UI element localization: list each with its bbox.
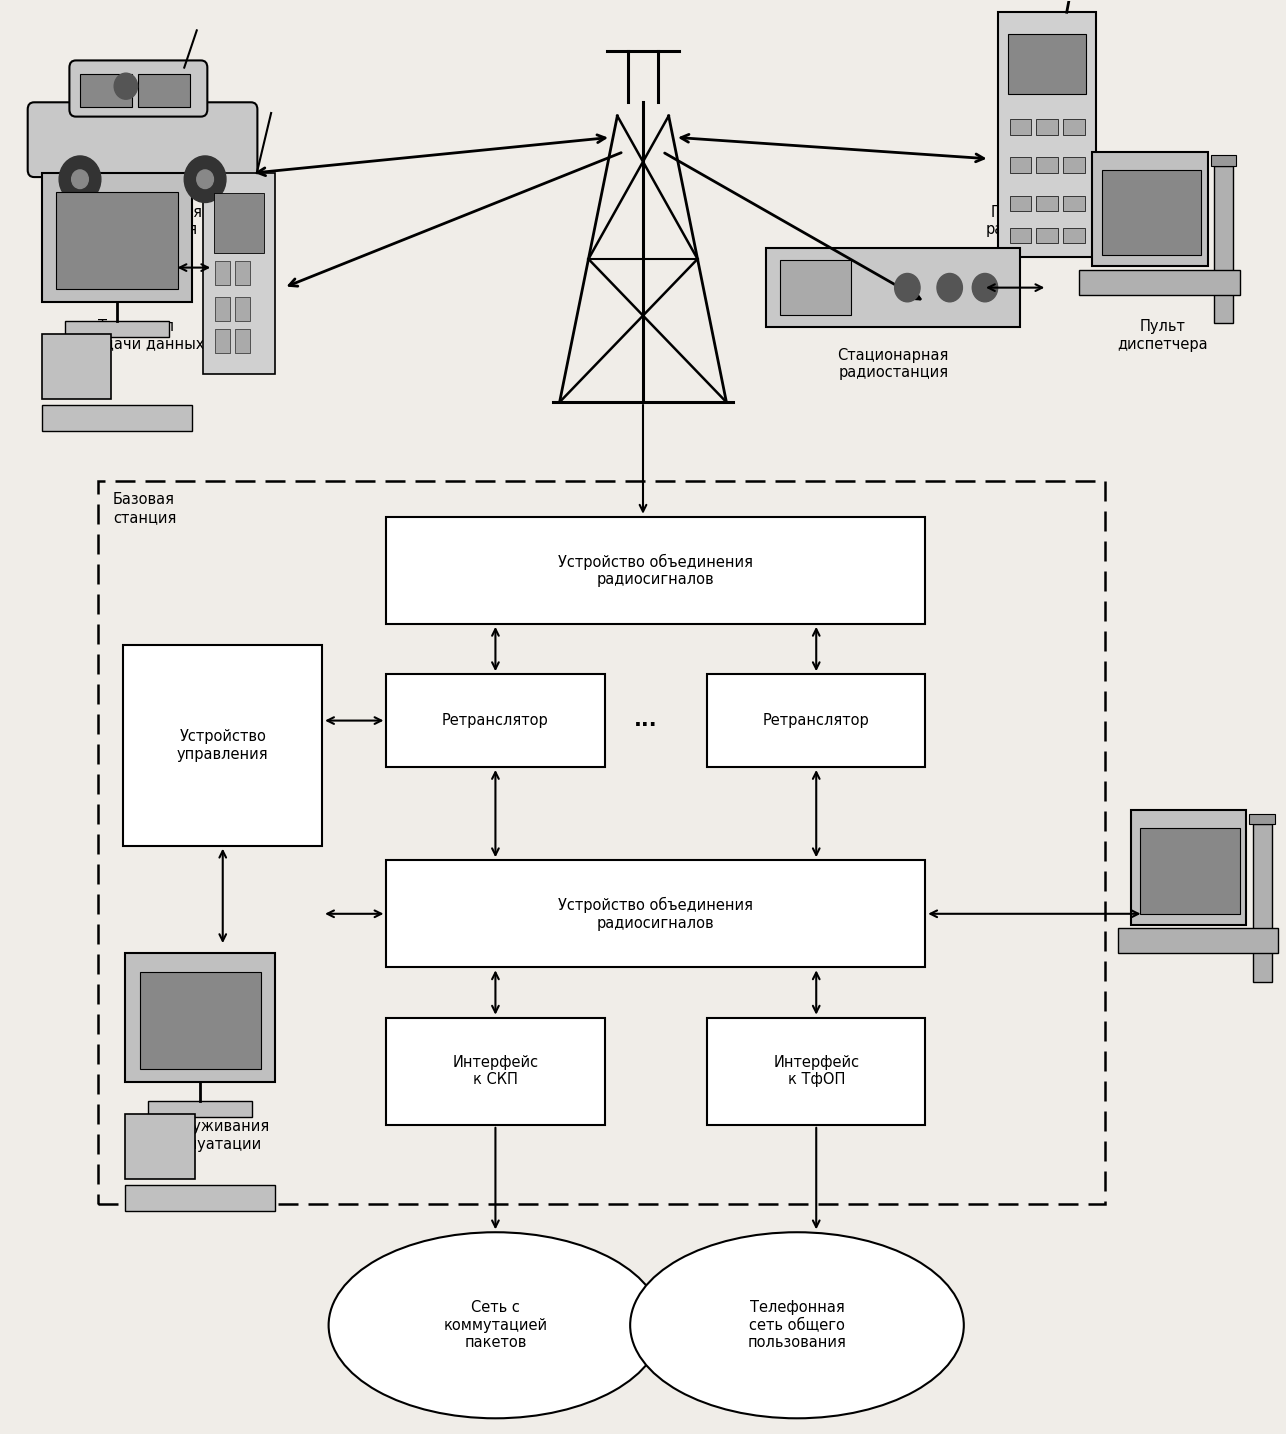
Text: Интерфейс
к СКП: Интерфейс к СКП (453, 1055, 539, 1087)
Bar (386, 516, 926, 624)
Bar (998, 13, 1096, 257)
Circle shape (184, 156, 226, 202)
Bar (1008, 34, 1087, 93)
Bar (1010, 195, 1031, 211)
Bar (1214, 166, 1233, 324)
Text: Пульт
диспетчера: Пульт диспетчера (1156, 886, 1246, 918)
Bar (216, 330, 230, 353)
Text: Телефонная
сеть общего
пользования: Телефонная сеть общего пользования (747, 1301, 846, 1351)
Bar (1211, 155, 1237, 166)
Bar (386, 1018, 604, 1124)
Circle shape (895, 274, 919, 301)
Text: Интерфейс
к ТфОП: Интерфейс к ТфОП (773, 1055, 859, 1087)
Bar (386, 674, 604, 767)
Bar (140, 972, 261, 1070)
Text: Автомобильная
радиостанция: Автомобильная радиостанция (82, 205, 202, 237)
Bar (216, 261, 230, 285)
Bar (42, 404, 192, 430)
Text: Стационарная
радиостанция: Стационарная радиостанция (837, 347, 949, 380)
Text: Терминал
техобслуживания
и эксплуатации: Терминал техобслуживания и эксплуатации (131, 1100, 269, 1152)
Text: Терминал
передачи данных: Терминал передачи данных (67, 320, 204, 351)
Bar (203, 174, 275, 373)
Text: Устройство
управления: Устройство управления (177, 730, 269, 761)
FancyBboxPatch shape (69, 60, 207, 116)
Bar (1010, 228, 1031, 244)
Bar (42, 334, 111, 399)
Bar (1130, 810, 1246, 925)
Bar (123, 645, 323, 846)
Bar (1249, 813, 1274, 825)
Bar (1010, 119, 1031, 135)
Circle shape (197, 169, 213, 188)
Bar (707, 674, 926, 767)
Bar (781, 260, 851, 315)
Text: Ретранслятор: Ретранслятор (763, 713, 869, 728)
Bar (1037, 119, 1058, 135)
Bar (148, 1101, 252, 1117)
Text: Устройство объединения
радиосигналов: Устройство объединения радиосигналов (558, 554, 754, 587)
Circle shape (937, 274, 962, 301)
Ellipse shape (329, 1232, 662, 1418)
FancyBboxPatch shape (28, 102, 257, 176)
Circle shape (972, 274, 998, 301)
Bar (386, 860, 926, 968)
Bar (1064, 195, 1085, 211)
Bar (80, 75, 131, 106)
Text: Базовая
станция: Базовая станция (113, 492, 176, 525)
Bar (213, 194, 264, 254)
Bar (1079, 270, 1240, 295)
Text: ...: ... (634, 710, 657, 730)
Text: Устройство объединения
радиосигналов: Устройство объединения радиосигналов (558, 898, 754, 931)
Circle shape (72, 169, 89, 188)
Bar (235, 261, 249, 285)
Circle shape (114, 73, 138, 99)
Bar (57, 192, 177, 290)
Bar (1064, 119, 1085, 135)
Bar (1064, 228, 1085, 244)
Bar (139, 75, 190, 106)
Text: Портативная
радиостанция: Портативная радиостанция (986, 205, 1096, 237)
Bar (216, 297, 230, 321)
Bar (1092, 152, 1208, 267)
Text: Ретранслятор: Ретранслятор (442, 713, 549, 728)
Ellipse shape (630, 1232, 963, 1418)
Bar (1102, 169, 1201, 255)
Bar (766, 248, 1020, 327)
Bar (64, 321, 168, 337)
Bar (1037, 228, 1058, 244)
Bar (125, 954, 275, 1083)
Bar (1037, 158, 1058, 172)
Bar (1064, 158, 1085, 172)
Text: Сеть с
коммутацией
пакетов: Сеть с коммутацией пакетов (444, 1301, 548, 1351)
Bar (1253, 825, 1272, 982)
Bar (125, 1184, 275, 1210)
Bar (42, 174, 192, 303)
Text: Пульт
диспетчера: Пульт диспетчера (1118, 320, 1208, 351)
Bar (1141, 827, 1240, 913)
Bar (1118, 928, 1278, 954)
Bar (125, 1114, 194, 1179)
Bar (98, 480, 1105, 1203)
Bar (1010, 158, 1031, 172)
Bar (1037, 195, 1058, 211)
Circle shape (59, 156, 100, 202)
Bar (707, 1018, 926, 1124)
Bar (235, 330, 249, 353)
Bar (235, 297, 249, 321)
